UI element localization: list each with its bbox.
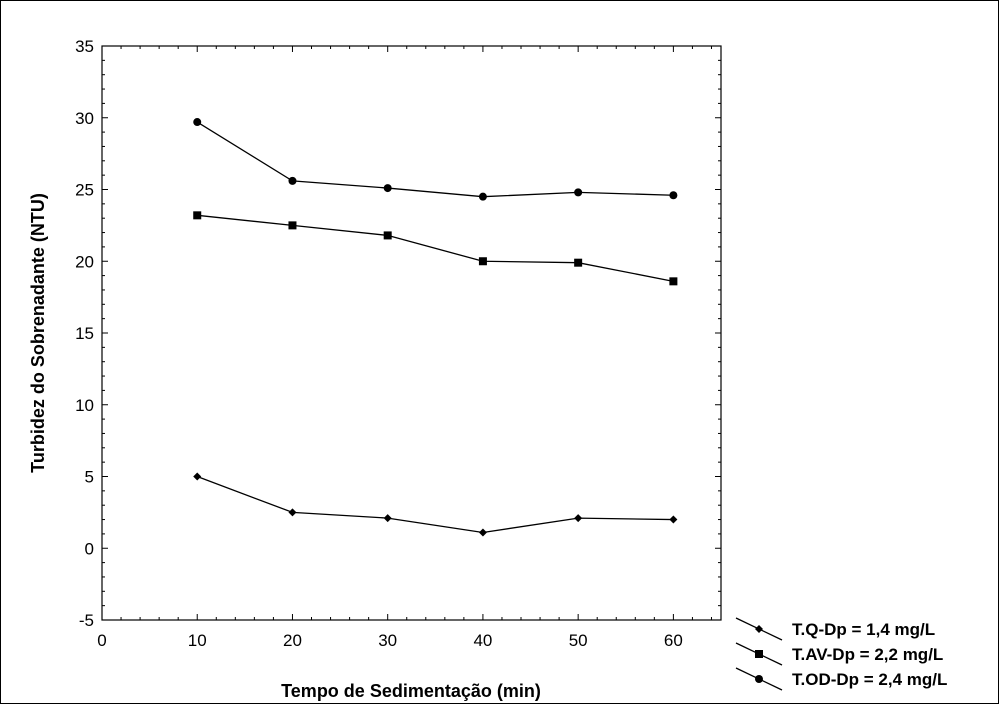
y-tick-label: 30: [75, 109, 94, 128]
series-layer: [193, 118, 678, 537]
legend-marker: [755, 675, 763, 683]
series-3: [193, 118, 678, 201]
legend-marker: [755, 650, 763, 658]
data-point: [193, 118, 202, 127]
x-tick-label: 20: [283, 631, 302, 650]
data-point: [193, 472, 202, 481]
data-point: [574, 258, 583, 267]
y-tick-label: -5: [79, 611, 94, 630]
data-point: [383, 184, 392, 193]
y-tick-label: 25: [75, 181, 94, 200]
data-point: [574, 514, 583, 523]
legend-item: T.Q-Dp = 1,4 mg/L: [735, 617, 935, 641]
data-point: [478, 528, 487, 537]
x-axis-title: Tempo de Sedimentação (min): [281, 681, 541, 701]
legend-item: T.OD-Dp = 2,4 mg/L: [735, 667, 947, 691]
legend-label: T.OD-Dp = 2,4 mg/L: [792, 670, 947, 689]
data-point: [288, 508, 297, 517]
y-tick-label: 5: [85, 468, 94, 487]
data-point: [669, 191, 678, 200]
x-tick-label: 50: [569, 631, 588, 650]
series-line: [197, 214, 674, 282]
legend-marker: [755, 625, 763, 633]
data-point: [574, 188, 583, 197]
y-axis-title: Turbidez do Sobrenadante (NTU): [28, 193, 48, 473]
data-point: [288, 176, 297, 185]
legend-item: T.AV-Dp = 2,2 mg/L: [735, 642, 943, 666]
y-tick-label: 35: [75, 37, 94, 56]
y-tick-label: 10: [75, 396, 94, 415]
data-point: [669, 515, 678, 524]
legend-label: T.Q-Dp = 1,4 mg/L: [792, 620, 935, 639]
y-tick-label: 20: [75, 252, 94, 271]
x-tick-label: 60: [664, 631, 683, 650]
y-tick-label: 0: [85, 539, 94, 558]
series-2: [193, 211, 678, 286]
axis-ticks: [101, 45, 721, 621]
legend: T.Q-Dp = 1,4 mg/L T.AV-Dp = 2,2 mg/L T.OD-…: [735, 617, 947, 691]
series-line: [197, 475, 674, 534]
data-point: [383, 514, 392, 523]
y-tick-label: 15: [75, 324, 94, 343]
series-1: [193, 472, 678, 537]
data-point: [288, 221, 297, 230]
x-tick-label: 10: [188, 631, 207, 650]
series-line: [196, 121, 674, 198]
x-tick-label: 0: [97, 631, 106, 650]
x-tick-label: 30: [378, 631, 397, 650]
legend-label: T.AV-Dp = 2,2 mg/L: [792, 645, 943, 664]
data-point: [669, 277, 678, 286]
data-point: [193, 211, 202, 220]
data-point: [478, 192, 487, 201]
data-point: [383, 231, 392, 240]
x-tick-label: 40: [473, 631, 492, 650]
data-point: [478, 257, 487, 266]
